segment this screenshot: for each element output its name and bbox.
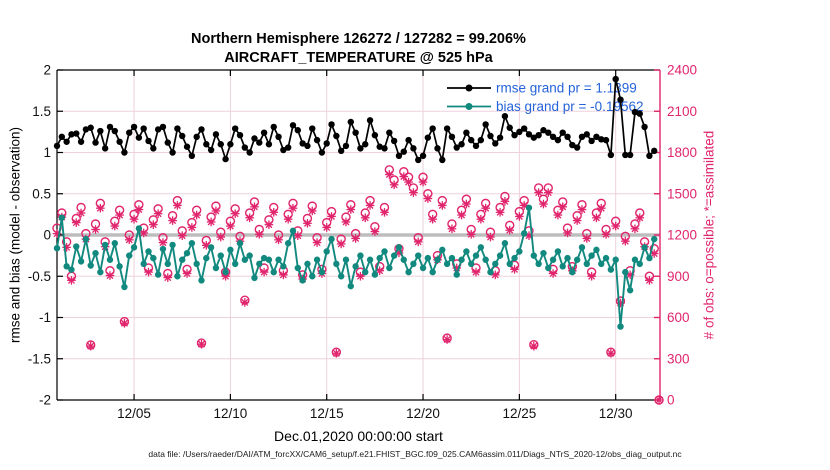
svg-text:12/05: 12/05 <box>117 406 151 421</box>
obs-possible-markers <box>52 165 664 405</box>
legend-rmse-label: rmse grand pr = 1.1399 <box>496 81 637 96</box>
svg-text:600: 600 <box>667 310 690 325</box>
obs-assimilated-markers <box>52 170 664 405</box>
svg-text:-1.5: -1.5 <box>28 351 51 366</box>
svg-text:1: 1 <box>43 145 51 160</box>
svg-text:-1: -1 <box>39 310 51 325</box>
svg-text:2100: 2100 <box>667 104 697 119</box>
svg-text:2: 2 <box>43 63 51 78</box>
axes-layer: 12/05 12/10 12/15 12/20 12/25 12/30 2 1.5 1 0.5 0 -… <box>28 63 697 422</box>
svg-text:300: 300 <box>667 351 690 366</box>
svg-text:1800: 1800 <box>667 145 697 160</box>
svg-text:1500: 1500 <box>667 186 697 201</box>
grid-layer <box>57 70 660 400</box>
legend-rmse-marker <box>465 84 473 92</box>
svg-text:0: 0 <box>43 228 51 243</box>
svg-text:-2: -2 <box>39 393 51 408</box>
svg-text:0.5: 0.5 <box>32 186 51 201</box>
svg-text:1200: 1200 <box>667 228 697 243</box>
svg-text:900: 900 <box>667 269 690 284</box>
bias-series <box>53 204 658 330</box>
svg-text:1.5: 1.5 <box>32 104 51 119</box>
rmse-series <box>53 75 658 164</box>
legend-bias-label: bias grand pr = -0.19562 <box>496 99 643 114</box>
legend: rmse grand pr = 1.1399 bias grand pr = -… <box>447 81 643 114</box>
svg-text:-0.5: -0.5 <box>28 269 51 284</box>
chart-title-line1: Northern Hemisphere 126272 / 127282 = 99… <box>191 31 526 47</box>
svg-text:12/20: 12/20 <box>406 406 440 421</box>
svg-text:0: 0 <box>667 393 675 408</box>
series-layer <box>52 75 664 405</box>
svg-text:12/15: 12/15 <box>310 406 344 421</box>
svg-text:12/25: 12/25 <box>502 406 536 421</box>
svg-text:12/30: 12/30 <box>599 406 633 421</box>
svg-text:12/10: 12/10 <box>213 406 247 421</box>
chart-title-line2: AIRCRAFT_TEMPERATURE @ 525 hPa <box>224 50 493 66</box>
x-axis-label: Dec.01,2020 00:00:00 start <box>274 428 443 444</box>
legend-bias-marker <box>465 103 473 110</box>
svg-text:2400: 2400 <box>667 63 697 78</box>
data-file-caption: data file: /Users/raeder/DAI/ATM_forcXX/… <box>148 449 682 459</box>
